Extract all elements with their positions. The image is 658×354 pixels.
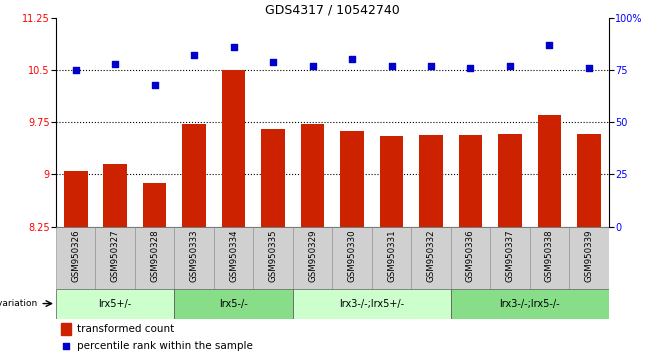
Point: [584, 65, 594, 71]
Point: [110, 61, 120, 67]
Point: [347, 57, 357, 62]
Text: percentile rank within the sample: percentile rank within the sample: [77, 341, 253, 351]
Point: [70, 67, 81, 73]
Bar: [380, 136, 403, 227]
Bar: [301, 124, 324, 227]
Point: [426, 63, 436, 69]
Bar: [451, 289, 609, 319]
Text: GSM950332: GSM950332: [426, 229, 436, 282]
Point: [544, 42, 555, 48]
Bar: [135, 227, 174, 289]
Point: [386, 63, 397, 69]
Bar: [261, 129, 285, 227]
Bar: [174, 289, 293, 319]
Bar: [64, 171, 88, 227]
Text: GSM950328: GSM950328: [150, 229, 159, 282]
Point: [307, 63, 318, 69]
Text: lrx3-/-;lrx5-/-: lrx3-/-;lrx5-/-: [499, 298, 560, 309]
Text: lrx3-/-;lrx5+/-: lrx3-/-;lrx5+/-: [340, 298, 404, 309]
Bar: [340, 131, 364, 227]
Bar: [411, 227, 451, 289]
Bar: [61, 323, 72, 335]
Bar: [451, 227, 490, 289]
Bar: [569, 227, 609, 289]
Bar: [214, 227, 253, 289]
Bar: [332, 227, 372, 289]
Text: GSM950330: GSM950330: [347, 229, 357, 282]
Text: GSM950338: GSM950338: [545, 229, 554, 282]
Text: GSM950339: GSM950339: [584, 229, 594, 281]
Point: [505, 63, 515, 69]
Bar: [577, 134, 601, 227]
Bar: [253, 227, 293, 289]
Bar: [56, 289, 174, 319]
Bar: [143, 183, 166, 227]
Text: GSM950329: GSM950329: [308, 229, 317, 281]
Bar: [103, 164, 127, 227]
Bar: [498, 134, 522, 227]
Point: [465, 65, 476, 71]
Bar: [293, 289, 451, 319]
Bar: [530, 227, 569, 289]
Bar: [459, 135, 482, 227]
Point: [149, 82, 160, 87]
Text: GSM950334: GSM950334: [229, 229, 238, 282]
Bar: [538, 115, 561, 227]
Text: GSM950336: GSM950336: [466, 229, 475, 282]
Text: GSM950327: GSM950327: [111, 229, 120, 282]
Text: GSM950331: GSM950331: [387, 229, 396, 282]
Point: [189, 52, 199, 58]
Text: lrx5+/-: lrx5+/-: [99, 298, 132, 309]
Text: GSM950326: GSM950326: [71, 229, 80, 282]
Bar: [419, 135, 443, 227]
Bar: [222, 70, 245, 227]
Bar: [174, 227, 214, 289]
Bar: [293, 227, 332, 289]
Text: genotype/variation: genotype/variation: [0, 299, 38, 308]
Text: GSM950337: GSM950337: [505, 229, 515, 282]
Bar: [182, 124, 206, 227]
Text: lrx5-/-: lrx5-/-: [219, 298, 248, 309]
Point: [61, 343, 72, 349]
Bar: [95, 227, 135, 289]
Bar: [56, 227, 95, 289]
Point: [268, 59, 278, 64]
Point: [228, 44, 239, 50]
Text: GSM950333: GSM950333: [190, 229, 199, 282]
Title: GDS4317 / 10542740: GDS4317 / 10542740: [265, 4, 399, 17]
Bar: [372, 227, 411, 289]
Text: transformed count: transformed count: [77, 324, 174, 334]
Bar: [490, 227, 530, 289]
Text: GSM950335: GSM950335: [268, 229, 278, 282]
